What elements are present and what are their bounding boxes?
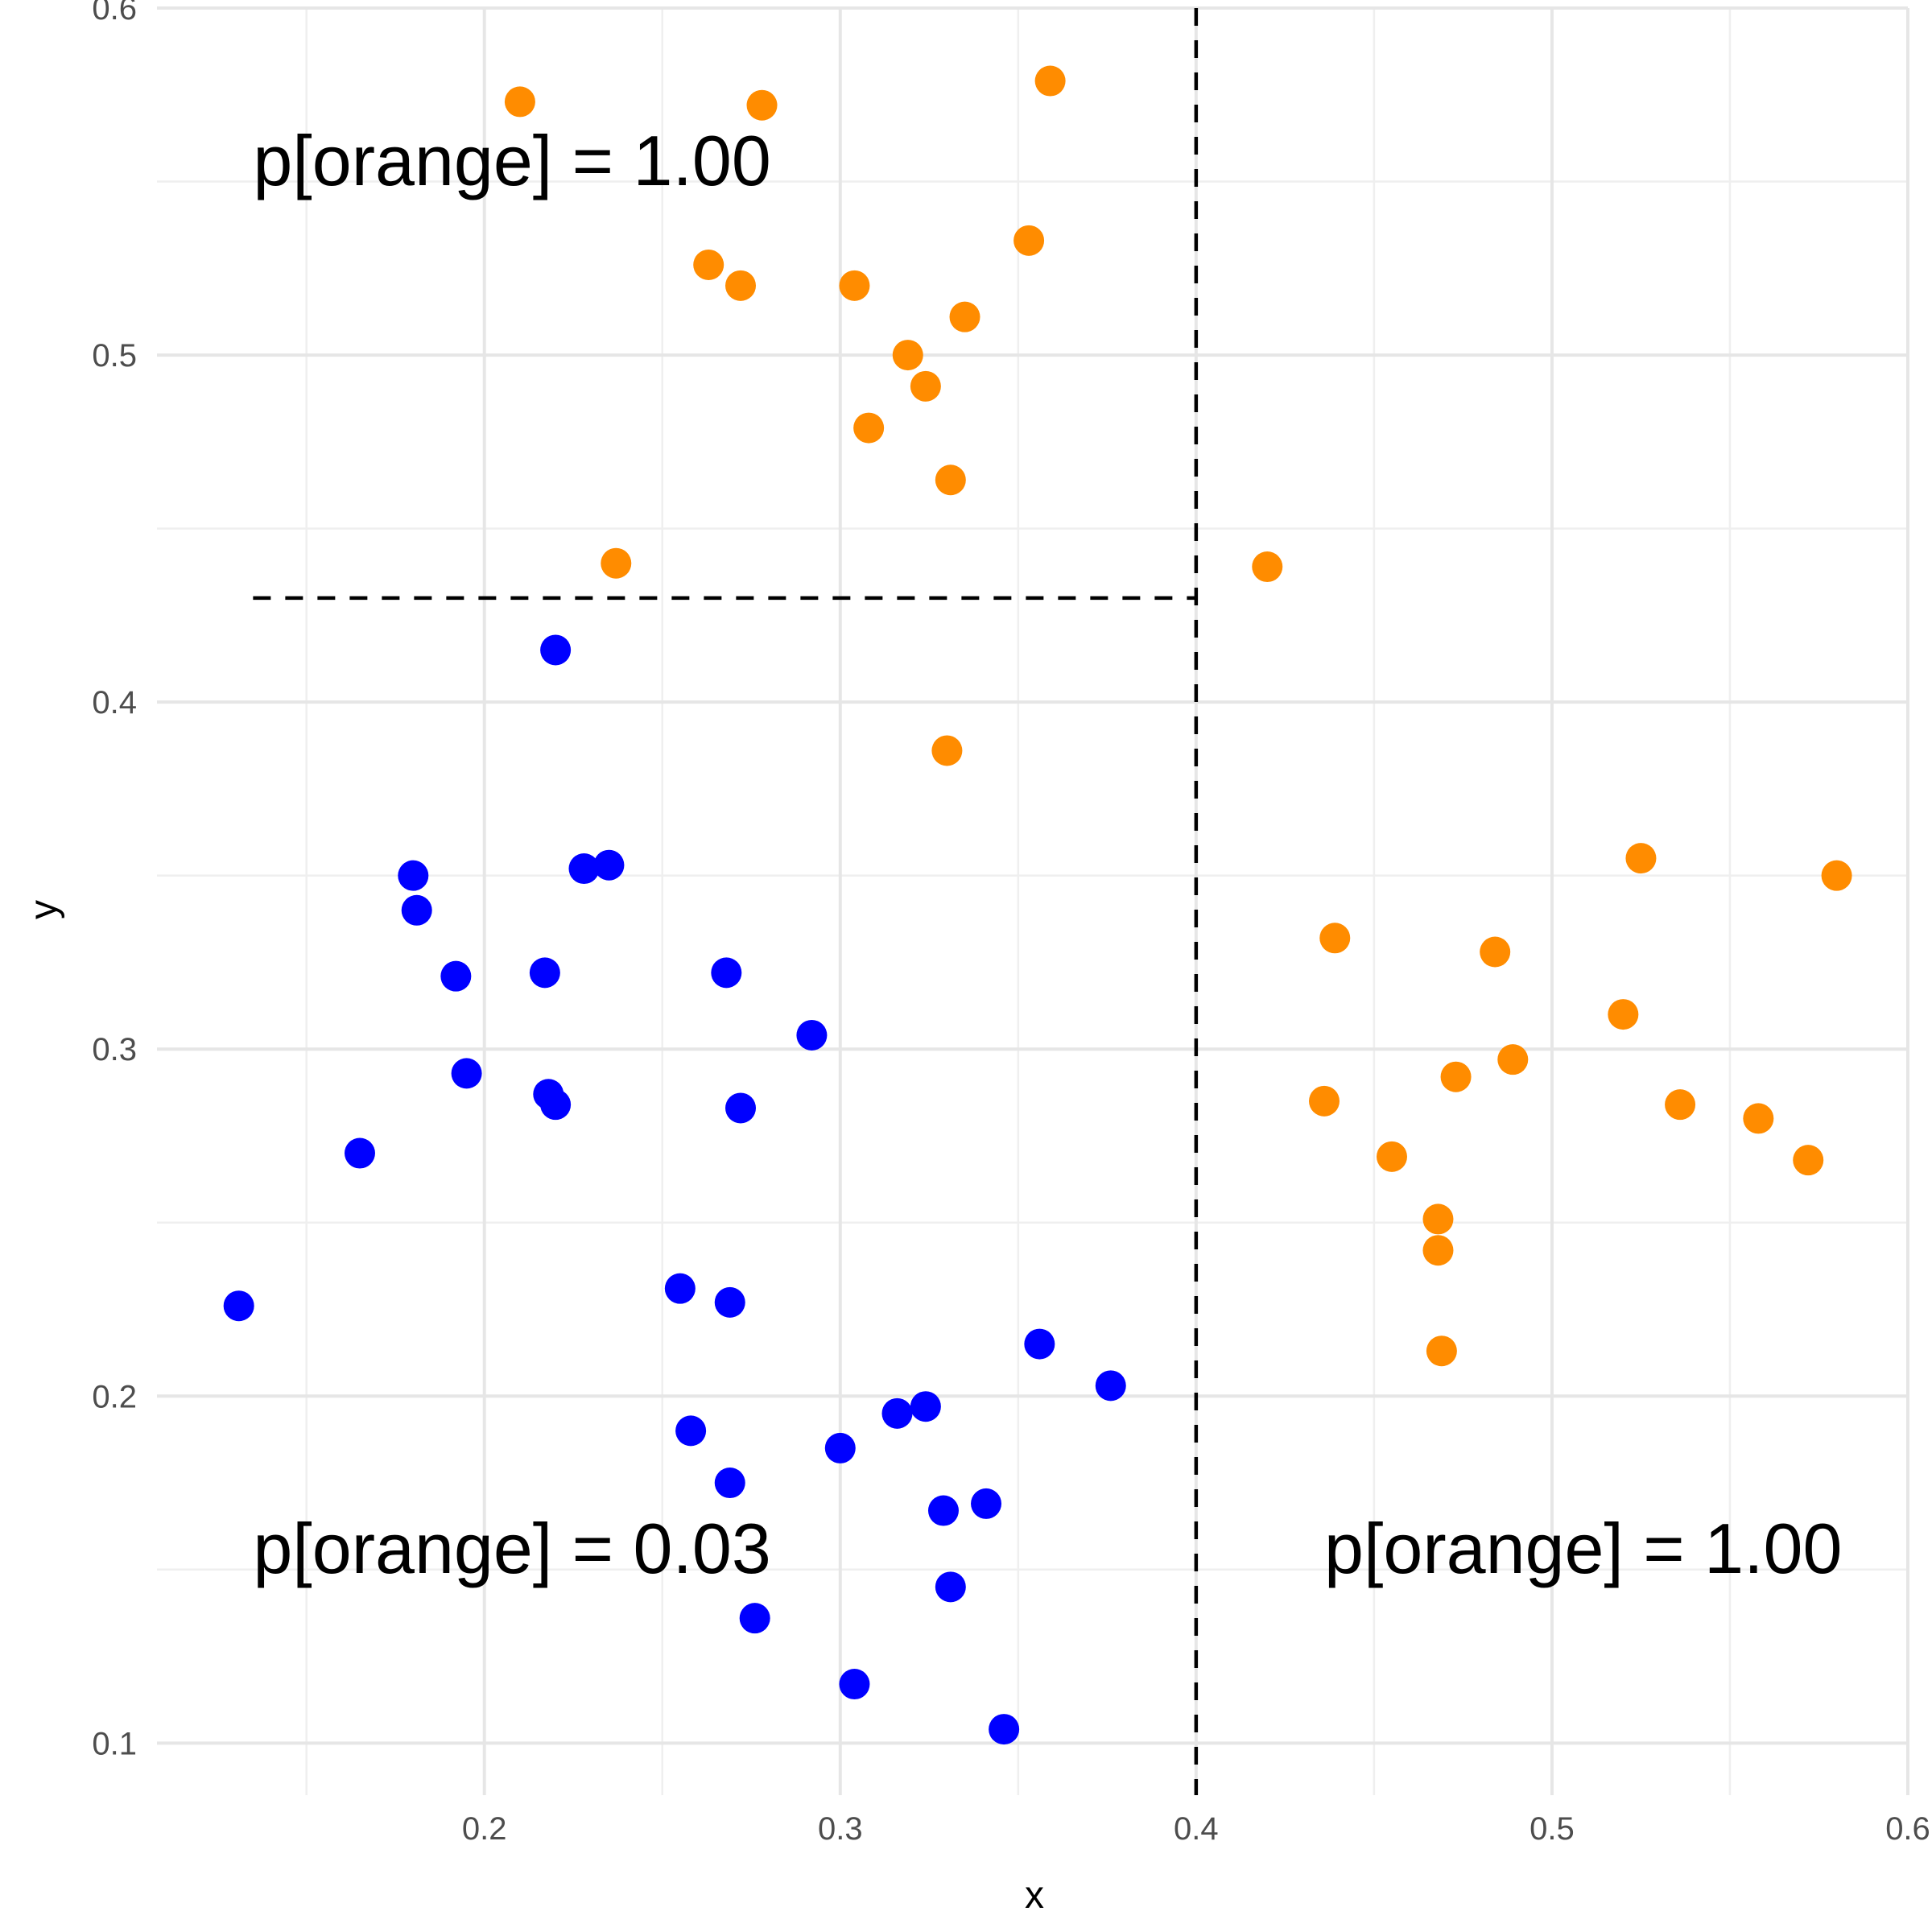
data-point [853,412,885,444]
data-point [1480,936,1511,968]
data-point [931,735,963,766]
y-axis-title: y [23,900,65,919]
data-point [1793,1145,1824,1176]
data-point [1743,1103,1774,1134]
y-tick-label: 0.4 [92,685,137,720]
tick-labels: 0.2 0.3 0.4 0.5 0.6 0.1 0.2 0.3 0.4 0.5 0.6 [92,0,1930,1847]
y-tick-label: 0.1 [92,1726,137,1761]
data-point [1440,1061,1472,1092]
data-point [949,301,980,332]
data-point [714,1468,745,1499]
data-point [440,960,472,992]
data-point [711,957,742,989]
data-point [601,547,632,579]
data-point [693,249,724,280]
x-tick-label: 0.6 [1885,1811,1930,1847]
x-axis-title: x [1025,1874,1044,1917]
data-point [1422,1203,1454,1235]
data-point [1024,1328,1055,1360]
probability-annotation: p[orange] = 1.00 [253,121,770,200]
data-point [529,957,560,989]
data-point [910,370,941,402]
data-point [725,270,756,301]
data-point [1319,923,1351,954]
data-point [401,894,432,926]
data-point [568,853,600,885]
data-point [1013,225,1045,256]
data-point [824,1432,856,1463]
data-point [1252,551,1283,583]
data-point [796,1019,828,1051]
y-tick-label: 0.6 [92,0,137,27]
data-point [1376,1141,1407,1172]
x-tick-label: 0.2 [462,1811,507,1847]
reference-lines [253,8,1199,1795]
data-point [714,1286,745,1318]
data-point [540,1089,572,1121]
data-point [223,1290,254,1322]
data-point [1608,999,1639,1030]
data-point [675,1415,707,1447]
x-tick-label: 0.3 [818,1811,863,1847]
data-point [839,1669,870,1700]
data-point [910,1391,941,1422]
y-tick-label: 0.5 [92,338,137,374]
data-point [1821,860,1852,891]
probability-annotation: p[orange] = 0.03 [253,1509,770,1588]
data-point [989,1714,1020,1745]
data-point [1095,1370,1126,1402]
annotations: p[orange] = 1.00 p[orange] = 0.03 p[orange… [253,121,1842,1588]
data-points [223,65,1852,1745]
data-point [344,1137,375,1169]
data-point [839,270,870,301]
data-point [540,634,572,666]
data-point [1422,1235,1454,1266]
data-point [504,86,535,118]
data-point [935,464,966,496]
data-point [881,1397,913,1429]
data-point [1426,1335,1457,1367]
data-point [927,1495,959,1526]
x-tick-label: 0.5 [1530,1811,1575,1847]
y-tick-label: 0.3 [92,1032,137,1067]
y-tick-label: 0.2 [92,1379,137,1414]
data-point [725,1092,756,1124]
data-point [451,1058,482,1089]
data-point [746,89,778,121]
x-tick-label: 0.4 [1174,1811,1219,1847]
data-point [1034,65,1066,97]
data-point [1497,1044,1529,1075]
data-point [1309,1085,1340,1117]
data-point [1625,843,1657,874]
data-point [593,849,625,881]
data-point [739,1603,770,1634]
data-point [398,860,429,891]
data-point [935,1571,966,1603]
data-point [892,340,923,371]
probability-annotation: p[orange] = 1.00 [1324,1509,1842,1588]
data-point [971,1488,1002,1519]
data-point [1665,1089,1696,1121]
data-point [664,1273,696,1304]
